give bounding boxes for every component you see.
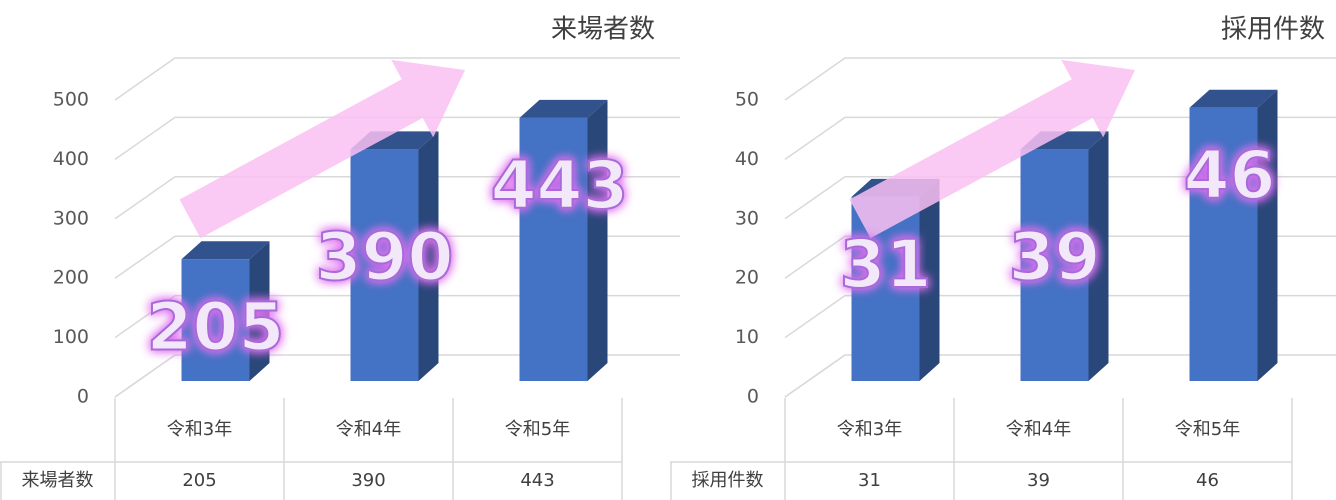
grid-line <box>114 176 680 220</box>
y-tick-label: 100 <box>53 326 89 348</box>
grid-line <box>784 294 1336 339</box>
x-tick-label: 令和3年 <box>167 419 232 440</box>
grid-line <box>114 116 680 161</box>
y-tick-label: 0 <box>77 386 89 408</box>
x-tick-label: 令和4年 <box>1006 419 1071 440</box>
y-tick-label: 50 <box>735 89 759 111</box>
bar-top <box>519 99 608 118</box>
bar <box>181 259 250 381</box>
chart-title: 採用件数 <box>1221 15 1325 45</box>
grid-line <box>114 235 680 279</box>
bar <box>519 117 588 381</box>
grid-line <box>784 176 1336 220</box>
table-cell: 390 <box>351 470 385 491</box>
grid-line <box>784 235 1336 279</box>
axis-line <box>114 354 176 398</box>
y-tick-label: 400 <box>53 148 89 170</box>
grid-line <box>114 57 680 101</box>
table-row-header: 採用件数 <box>692 470 764 491</box>
bar-side <box>587 99 608 381</box>
data-label: 205 <box>147 288 285 365</box>
table-cell: 205 <box>182 470 216 491</box>
data-label: 31 <box>840 226 932 303</box>
data-label: 39 <box>1009 218 1101 295</box>
bar <box>1189 107 1258 381</box>
data-label: 390 <box>316 218 454 295</box>
table-row-header: 来場者数 <box>22 470 94 491</box>
data-label: 443 <box>491 147 629 224</box>
y-tick-label: 10 <box>735 326 759 348</box>
trend-arrow <box>179 59 465 239</box>
grid-line <box>784 57 1336 101</box>
bar <box>1020 149 1089 381</box>
data-label: 46 <box>1184 137 1276 214</box>
y-tick-label: 20 <box>735 267 759 289</box>
bar-side <box>418 131 439 381</box>
axis-line <box>784 354 846 398</box>
bar-side <box>1088 131 1109 381</box>
y-tick-label: 30 <box>735 207 759 229</box>
y-tick-label: 300 <box>53 207 89 229</box>
table-cell: 31 <box>858 470 881 491</box>
x-tick-label: 令和5年 <box>505 419 570 440</box>
x-tick-label: 令和4年 <box>336 419 401 440</box>
grid-line <box>784 116 1336 161</box>
bar-side <box>919 178 940 381</box>
y-tick-label: 40 <box>735 148 759 170</box>
x-tick-label: 令和3年 <box>837 419 902 440</box>
chart-title: 来場者数 <box>551 15 655 45</box>
x-tick-label: 令和5年 <box>1175 419 1240 440</box>
bar <box>350 149 419 381</box>
bar-side <box>249 241 270 381</box>
y-tick-label: 200 <box>53 267 89 289</box>
table-cell: 39 <box>1027 470 1050 491</box>
trend-arrow <box>849 59 1135 239</box>
table-cell: 443 <box>520 470 554 491</box>
bar-top <box>1189 89 1278 108</box>
y-tick-label: 500 <box>53 89 89 111</box>
table-cell: 46 <box>1196 470 1219 491</box>
bar-top <box>181 241 270 260</box>
grid-line <box>114 294 680 339</box>
bar-side <box>1257 89 1278 381</box>
y-tick-label: 0 <box>747 386 759 408</box>
